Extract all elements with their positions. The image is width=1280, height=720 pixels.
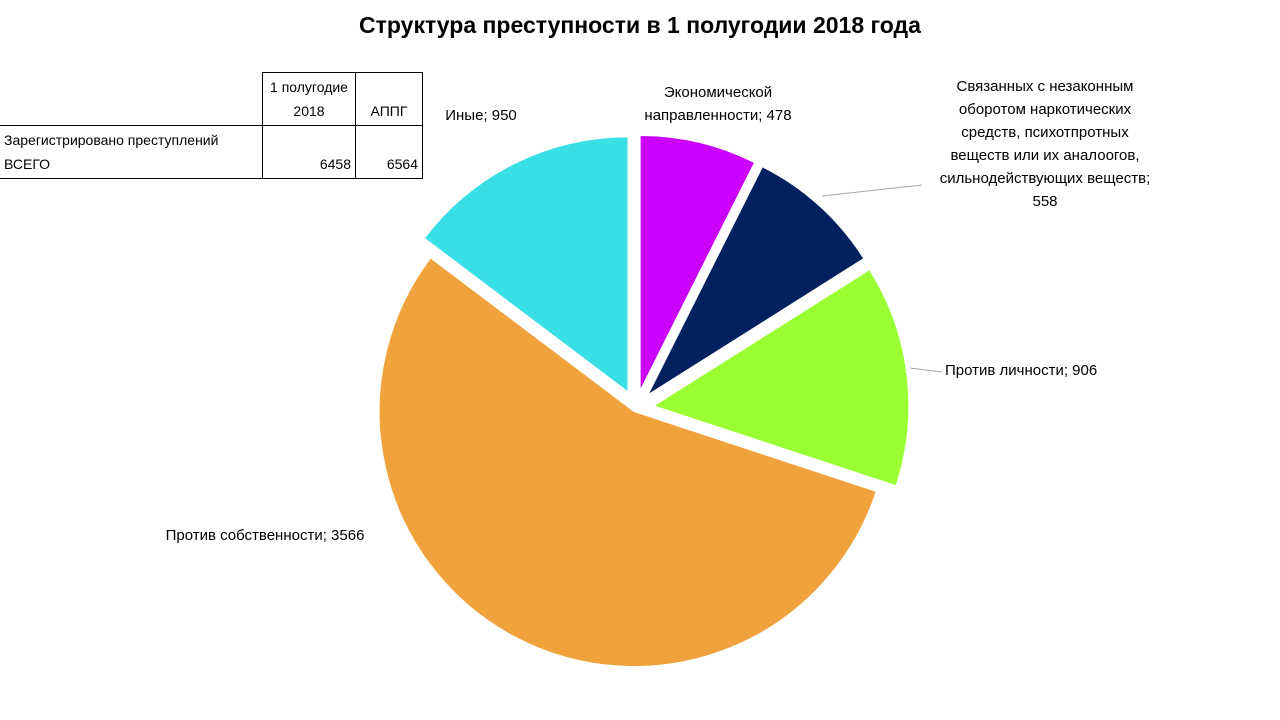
label-line: 558 [1032,193,1057,210]
column-header: АППГ [355,72,423,126]
data-label: Связанных с незаконным оборотом наркотиче… [940,78,1151,210]
chart-title: Структура преступности в 1 полугодии 201… [359,12,921,38]
label-line: средств, психотпротных [961,124,1129,141]
label-line: Иные; 950 [445,107,517,124]
label-line: веществ или их аналоогов, [950,147,1139,164]
label-line: Против личности; 906 [945,362,1097,379]
corner-cell [0,72,263,126]
leader-line [821,184,923,197]
label-line: направленности; 478 [644,107,791,124]
pie-slice [378,257,877,668]
pie-slice [646,166,865,397]
label-line: Против собственности; 3566 [166,527,365,544]
data-label: Против собственности; 3566 [166,527,365,544]
data-label: Против личности; 906 [945,362,1097,379]
pie-slice [639,134,756,391]
pie-slice [423,136,629,393]
summary-table: 1 полугодие 2018 АППГ Зарегистрировано п… [0,72,423,179]
column-header: 1 полугодие 2018 [262,72,356,126]
table-row: Зарегистрировано преступлений ВСЕГО 6458… [0,125,423,179]
label-line: сильнодействующих веществ; [940,170,1151,187]
data-label: Иные; 950 [445,107,517,124]
label-line: Экономической [664,84,772,101]
data-label: Экономической направленности; 478 [644,84,791,124]
label-line: Связанных с незаконным [957,78,1134,95]
label-line: оборотом наркотических [959,101,1132,118]
row-label: Зарегистрировано преступлений ВСЕГО [0,125,263,179]
cell: 6564 [355,125,423,179]
table-header: 1 полугодие 2018 АППГ [0,72,423,126]
leader-line [909,367,943,373]
pie-slice [652,269,910,487]
cell: 6458 [262,125,356,179]
